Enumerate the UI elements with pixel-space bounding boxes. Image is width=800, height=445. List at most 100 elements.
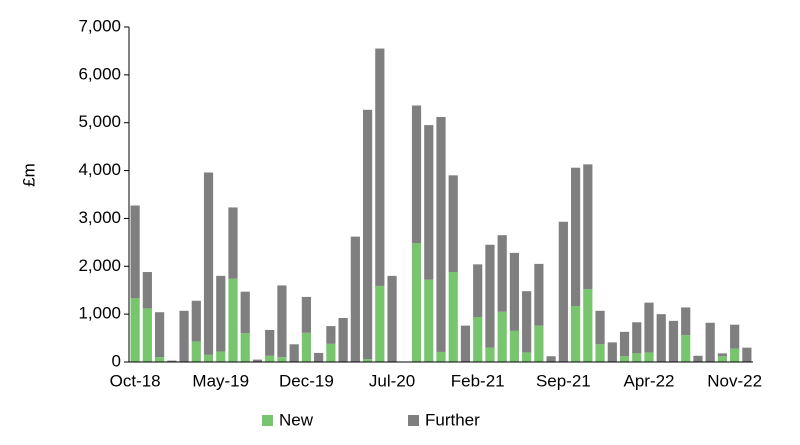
bar — [632, 353, 642, 362]
bar — [730, 324, 740, 349]
bar — [142, 272, 152, 309]
bar — [362, 359, 373, 362]
x-tick-label: May-19 — [192, 371, 249, 390]
bar — [277, 285, 287, 358]
bar — [522, 352, 532, 362]
y-tick-label: 6,000 — [78, 64, 121, 83]
bar — [411, 105, 422, 244]
bar — [191, 300, 201, 342]
bar — [485, 244, 495, 348]
bar — [546, 356, 556, 362]
bar — [265, 355, 275, 362]
bar — [656, 314, 666, 362]
bar — [387, 275, 397, 362]
bar — [265, 329, 275, 356]
bar — [668, 320, 679, 362]
x-tick-label: Apr-22 — [623, 371, 674, 390]
bar — [289, 344, 299, 362]
bar — [595, 310, 605, 345]
bar — [240, 291, 250, 334]
bar — [130, 205, 140, 299]
bar — [179, 310, 189, 362]
x-tick-label: Feb-21 — [451, 371, 505, 390]
bar — [424, 125, 434, 280]
bar — [277, 357, 287, 362]
bar — [583, 164, 593, 290]
bar — [595, 344, 605, 362]
bar — [644, 352, 654, 362]
bar — [570, 306, 581, 362]
bar — [436, 351, 446, 362]
bar — [742, 347, 752, 362]
y-tick-label: 1,000 — [78, 304, 121, 323]
bar — [509, 330, 520, 362]
y-tick-label: 0 — [112, 351, 121, 370]
bar — [338, 317, 348, 362]
y-tick-label: 7,000 — [78, 16, 121, 35]
bar — [534, 263, 544, 326]
bar — [570, 167, 581, 307]
bar — [228, 207, 238, 279]
bar — [362, 109, 373, 360]
x-tick-label: Jul-20 — [369, 371, 415, 390]
bar — [473, 317, 483, 362]
bar — [607, 342, 617, 362]
bar — [411, 243, 422, 362]
bar — [497, 235, 507, 312]
y-axis-label: £m — [19, 163, 38, 187]
bar — [216, 275, 226, 352]
y-tick-label: 5,000 — [78, 112, 121, 131]
bar — [240, 333, 250, 362]
bar — [730, 348, 740, 362]
bar — [167, 360, 177, 362]
y-tick-label: 4,000 — [78, 160, 121, 179]
bar — [497, 311, 507, 362]
bar — [509, 252, 520, 331]
bar — [326, 343, 336, 362]
bar — [252, 359, 263, 362]
bar — [583, 289, 593, 362]
bar — [301, 296, 312, 333]
bar — [375, 285, 385, 362]
bar — [473, 264, 483, 318]
legend-swatch — [262, 415, 273, 426]
bar — [558, 221, 568, 362]
bar — [448, 175, 458, 273]
bar — [460, 325, 471, 362]
bar — [681, 307, 691, 336]
bar — [142, 308, 152, 362]
bar — [534, 325, 544, 362]
bar — [619, 356, 630, 362]
bar — [375, 48, 385, 286]
bar — [203, 354, 214, 362]
bar — [424, 279, 434, 362]
legend-label: New — [279, 410, 314, 429]
bar — [717, 356, 728, 362]
bar — [693, 355, 703, 362]
x-tick-label: Nov-22 — [707, 371, 762, 390]
bar — [314, 352, 324, 362]
bar — [705, 322, 715, 362]
y-tick-label: 2,000 — [78, 256, 121, 275]
bar — [191, 341, 201, 362]
bar — [619, 331, 630, 357]
x-tick-label: Dec-19 — [279, 371, 334, 390]
bar — [644, 302, 654, 353]
bar — [485, 347, 495, 362]
bar — [130, 298, 140, 362]
x-tick-label: Sep-21 — [536, 371, 591, 390]
bar — [228, 278, 238, 362]
y-tick-label: 3,000 — [78, 208, 121, 227]
bar — [216, 351, 226, 362]
bar — [717, 353, 728, 357]
x-tick-label: Oct-18 — [110, 371, 161, 390]
bar — [203, 172, 214, 355]
legend-label: Further — [425, 410, 480, 429]
bar — [350, 236, 360, 362]
bar — [154, 312, 165, 358]
legend-swatch — [408, 415, 419, 426]
bar — [522, 291, 532, 353]
bar — [326, 326, 336, 344]
bar — [301, 332, 312, 362]
